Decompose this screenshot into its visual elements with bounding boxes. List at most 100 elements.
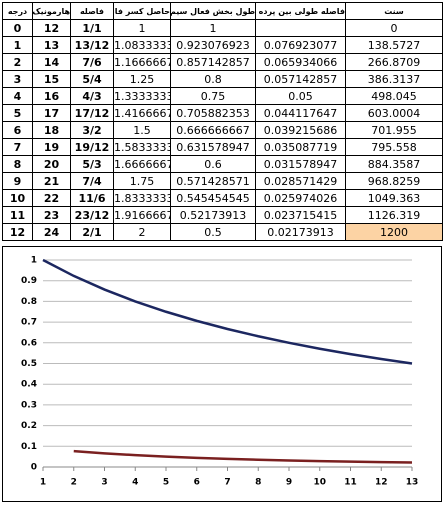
y-tick-label: 1 (31, 256, 37, 266)
table-cell: 24 (32, 223, 71, 241)
table-cell: 12 (32, 19, 71, 37)
table-cell: 21 (32, 172, 71, 190)
table-cell: 11/6 (70, 189, 114, 207)
table-cell: 0.631578947 (170, 138, 256, 156)
table-cell: 18 (32, 121, 71, 139)
table-cell: 5/3 (70, 155, 114, 173)
table-cell: 3/2 (70, 121, 114, 139)
table-cell: 22 (32, 189, 71, 207)
table-cell: 0.057142857 (255, 70, 346, 88)
table-cell: 2/1 (70, 223, 114, 241)
table-cell: 23 (32, 206, 71, 224)
y-tick-label: 0.5 (21, 359, 37, 369)
table-cell: 17 (32, 104, 71, 122)
x-tick-label: 3 (101, 478, 107, 488)
table-cell: 0.52173913 (170, 206, 256, 224)
table-cell: 14 (32, 53, 71, 71)
table-cell: 1.0833333 (113, 36, 171, 54)
header-cell: حاصل کسر فاصله (113, 2, 171, 20)
table-cell: 1.9166667 (113, 206, 171, 224)
series-line (42, 258, 413, 365)
table-row: 10 22 11/6 1.8333333 0.545454545 0.025974026 1… (2, 189, 443, 207)
y-tick-label: 0.7 (21, 318, 37, 328)
table-cell: 13 (32, 36, 71, 54)
x-tick-label: 13 (406, 478, 419, 488)
table-cell: 138.5727 (345, 36, 443, 54)
table-row: 6 18 3/2 1.5 0.666666667 0.039215686 701.955 (2, 121, 443, 139)
y-tick-label: 0.8 (21, 297, 37, 307)
table-body: 0 12 1/1 1 1 0 1 13 13/12 1.0833333 0.923076923 0.0… (2, 19, 443, 241)
table-cell: 23/12 (70, 206, 114, 224)
table-cell: 3 (2, 70, 33, 88)
table-cell: 0.5 (170, 223, 256, 241)
table-cell: 0 (2, 19, 33, 37)
table-cell: 0.8 (170, 70, 256, 88)
x-tick-label: 6 (194, 478, 200, 488)
table-cell: 968.8259 (345, 172, 443, 190)
table-cell: 795.558 (345, 138, 443, 156)
y-tick-label: 0.3 (21, 400, 37, 410)
table-cell: 1 (113, 19, 171, 37)
table-cell: 5 (2, 104, 33, 122)
x-tick-label: 11 (344, 478, 357, 488)
x-tick-label: 4 (132, 478, 138, 488)
table-cell: 0.039215686 (255, 121, 346, 139)
table-cell: 13/12 (70, 36, 114, 54)
table-cell: 19/12 (70, 138, 114, 156)
x-tick-label: 8 (255, 478, 261, 488)
table-cell: 1126.319 (345, 206, 443, 224)
table-cell: 0.035087719 (255, 138, 346, 156)
table-row: 0 12 1/1 1 1 0 (2, 19, 443, 37)
table-cell: 0 (345, 19, 443, 37)
table-cell: 884.3587 (345, 155, 443, 173)
table-row: 1 13 13/12 1.0833333 0.923076923 0.076923077 1… (2, 36, 443, 54)
x-tick-label: 9 (286, 478, 292, 488)
table-cell: 0.028571429 (255, 172, 346, 190)
chart: 00.10.20.30.40.50.60.70.80.911 2 3 4 5 6 7 8 9 10… (2, 246, 442, 502)
header-cell: طول بخش فعال سیم (170, 2, 256, 20)
header-cell: فاصله طولی بین پرده ها (255, 2, 346, 20)
table-cell: 0.571428571 (170, 172, 256, 190)
table-cell: 1.1666667 (113, 53, 171, 71)
table-cell: 2 (113, 223, 171, 241)
table-cell: 603.0004 (345, 104, 443, 122)
header-cell: درجه (2, 2, 33, 20)
table-cell: 266.8709 (345, 53, 443, 71)
table-cell: 5/4 (70, 70, 114, 88)
table-cell: 1.3333333 (113, 87, 171, 105)
table-cell: 0.044117647 (255, 104, 346, 122)
table-cell: 0.076923077 (255, 36, 346, 54)
table-cell: 0.857142857 (170, 53, 256, 71)
table-cell: 0.666666667 (170, 121, 256, 139)
table-cell: 6 (2, 121, 33, 139)
y-tick-label: 0.1 (21, 442, 37, 452)
table-cell: 1.25 (113, 70, 171, 88)
table-cell: 4 (2, 87, 33, 105)
table-cell: 8 (2, 155, 33, 173)
x-tick-label: 2 (71, 478, 77, 488)
table-cell: 1200 (345, 223, 443, 241)
x-tick-label: 5 (163, 478, 169, 488)
header-cell: هارمونیک (32, 2, 71, 20)
series-line (73, 449, 413, 464)
table-cell: 15 (32, 70, 71, 88)
y-tick-label: 0.4 (21, 380, 37, 390)
table-cell: 1.8333333 (113, 189, 171, 207)
table-cell: 1/1 (70, 19, 114, 37)
table-cell: 20 (32, 155, 71, 173)
table-cell: 0.065934066 (255, 53, 346, 71)
table-cell: 19 (32, 138, 71, 156)
y-tick-label: 0.6 (21, 338, 37, 348)
table-cell: 11 (2, 206, 33, 224)
x-tick-label: 7 (224, 478, 230, 488)
table-cell: 7 (2, 138, 33, 156)
table-cell: 386.3137 (345, 70, 443, 88)
table-row: 11 23 23/12 1.9166667 0.52173913 0.023715415 1… (2, 206, 443, 224)
table-row: 4 16 4/3 1.3333333 0.75 0.05 498.045 (2, 87, 443, 105)
table-cell: 12 (2, 223, 33, 241)
table-row: 8 20 5/3 1.6666667 0.6 0.031578947 884.3587 (2, 155, 443, 173)
table-row: 3 15 5/4 1.25 0.8 0.057142857 386.3137 (2, 70, 443, 88)
table-cell: 1.75 (113, 172, 171, 190)
